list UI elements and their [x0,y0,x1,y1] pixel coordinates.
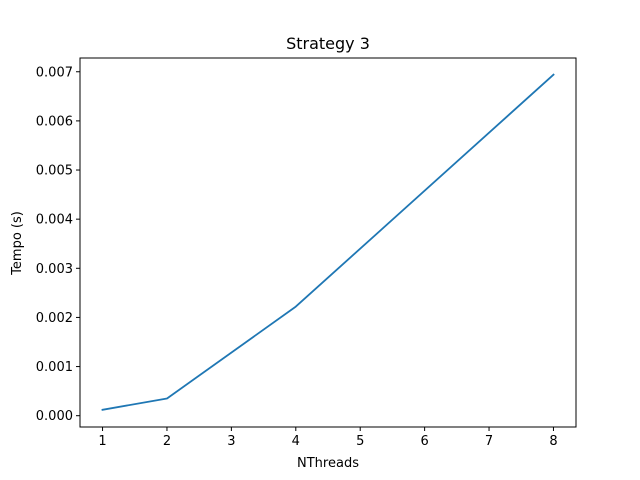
y-tick-label: 0.006 [36,114,73,129]
x-axis-ticks: 1 2 3 4 5 6 7 8 [98,427,558,449]
x-tick-label: 2 [163,434,171,449]
y-tick-label: 0.000 [36,409,73,424]
x-tick-label: 7 [485,434,493,449]
x-tick-label: 6 [420,434,428,449]
x-tick-label: 3 [227,434,235,449]
y-tick-label: 0.005 [36,164,73,179]
chart-title: Strategy 3 [286,34,370,53]
x-tick-label: 1 [98,434,106,449]
y-axis-label: Tempo (s) [10,211,25,276]
x-tick-label: 8 [549,434,557,449]
x-tick-label: 5 [356,434,364,449]
plot-frame [79,57,577,428]
series-line [101,73,555,411]
y-tick-label: 0.001 [36,360,73,375]
y-tick-label: 0.003 [36,262,73,277]
y-axis-ticks: 0.000 0.001 0.002 0.003 0.004 0.005 0.006 0.007 [36,65,80,424]
x-tick-label: 4 [292,434,300,449]
y-tick-label: 0.004 [36,213,73,228]
x-axis-label: NThreads [297,456,359,471]
y-tick-label: 0.002 [36,311,73,326]
y-tick-label: 0.007 [36,65,73,80]
series-layer [101,73,555,411]
